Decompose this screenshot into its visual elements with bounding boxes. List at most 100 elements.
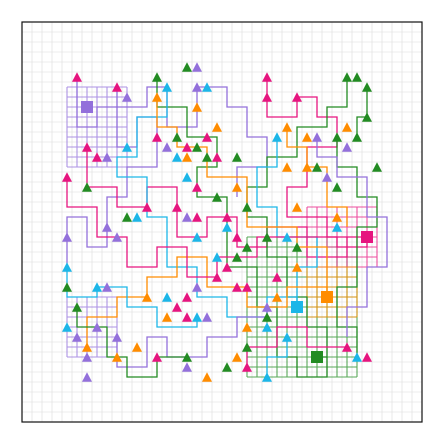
magenta-triangle-marker (232, 282, 242, 292)
green-triangle-marker (172, 132, 182, 142)
magenta-triangle-marker (242, 282, 252, 292)
green-triangle-marker (192, 142, 202, 152)
orange-triangle-marker (292, 202, 302, 212)
green-triangle-marker (292, 242, 302, 252)
board-border (21, 21, 423, 423)
purple-path (316, 137, 388, 337)
orange-triangle-marker (292, 262, 302, 272)
purple-triangle-marker (102, 222, 112, 232)
magenta-triangle-marker (112, 82, 122, 92)
purple-triangle-marker (322, 172, 332, 182)
magenta-triangle-marker (182, 312, 192, 322)
orange-path (156, 97, 328, 297)
orange-triangle-marker (302, 132, 312, 142)
magenta-triangle-marker (62, 172, 72, 182)
green-triangle-marker (232, 152, 242, 162)
green-hub-square (311, 351, 323, 363)
magenta-triangle-marker (152, 132, 162, 142)
cyan-triangle-marker (282, 232, 292, 242)
grid-lines (21, 21, 423, 423)
green-triangle-marker (352, 72, 362, 82)
magenta-triangle-marker (182, 142, 192, 152)
magenta-triangle-marker (82, 142, 92, 152)
cyan-triangle-marker (272, 132, 282, 142)
magenta-path (86, 147, 348, 258)
green-triangle-marker (262, 232, 272, 242)
green-triangle-marker (342, 72, 352, 82)
magenta-triangle-marker (272, 272, 282, 282)
green-triangle-marker (242, 202, 252, 212)
orange-path (86, 256, 328, 347)
green-triangle-marker (242, 242, 252, 252)
green-path (76, 307, 187, 378)
orange-triangle-marker (112, 352, 122, 362)
orange-triangle-marker (302, 162, 312, 172)
purple-triangle-marker (182, 212, 192, 222)
green-triangle-marker (262, 312, 272, 322)
orange-triangle-marker (82, 342, 92, 352)
cyan-path (256, 137, 318, 307)
cyan-triangle-marker (182, 172, 192, 182)
magenta-triangle-marker (212, 152, 222, 162)
cyan-triangle-marker (162, 82, 172, 92)
green-triangle-marker (362, 82, 372, 92)
green-triangle-marker (212, 192, 222, 202)
orange-triangle-marker (342, 122, 352, 132)
orange-triangle-marker (232, 352, 242, 362)
green-triangle-marker (62, 282, 72, 292)
green-triangle-marker (332, 182, 342, 192)
magenta-triangle-marker (152, 352, 162, 362)
orange-triangle-marker (142, 292, 152, 302)
cyan-triangle-marker (132, 212, 142, 222)
purple-triangle-marker (192, 62, 202, 72)
cyan-triangle-marker (332, 222, 342, 232)
purple-triangle-marker (162, 142, 172, 152)
purple-triangle-marker (82, 352, 92, 362)
magenta-triangle-marker (92, 152, 102, 162)
magenta-triangle-marker (232, 232, 242, 242)
purple-hub-square (81, 101, 93, 113)
magenta-triangle-marker (292, 92, 302, 102)
green-triangle-marker (182, 352, 192, 362)
purple-triangle-marker (192, 282, 202, 292)
purple-triangle-marker (62, 232, 72, 242)
magenta-triangle-marker (192, 182, 202, 192)
purple-triangle-marker (92, 322, 102, 332)
magenta-triangle-marker (212, 272, 222, 282)
magenta-triangle-marker (262, 72, 272, 82)
green-triangle-marker (152, 72, 162, 82)
green-triangle-marker (82, 182, 92, 192)
orange-triangle-marker (212, 122, 222, 132)
cyan-triangle-marker (262, 372, 272, 382)
green-triangle-marker (332, 132, 342, 142)
magenta-triangle-marker (142, 202, 152, 212)
magenta-triangle-marker (72, 72, 82, 82)
cyan-triangle-marker (62, 262, 72, 272)
green-triangle-marker (222, 362, 232, 372)
green-triangle-marker (232, 252, 242, 262)
purple-triangle-marker (342, 142, 352, 152)
purple-triangle-marker (82, 372, 92, 382)
purple-triangle-marker (112, 332, 122, 342)
orange-triangle-marker (282, 122, 292, 132)
orange-triangle-marker (272, 292, 282, 302)
purple-triangle-marker (192, 82, 202, 92)
magenta-triangle-marker (182, 292, 192, 302)
magenta-hub-square (361, 231, 373, 243)
green-path (156, 77, 328, 378)
green-triangle-marker (202, 152, 212, 162)
cyan-triangle-marker (352, 352, 362, 362)
purple-triangle-marker (112, 232, 122, 242)
purple-triangle-marker (182, 362, 192, 372)
green-triangle-marker (352, 132, 362, 142)
colored-paths (66, 77, 388, 378)
orange-triangle-marker (152, 92, 162, 102)
endpoint-markers (62, 62, 382, 382)
purple-triangle-marker (202, 312, 212, 322)
orange-hub-square (321, 291, 333, 303)
purple-path (116, 86, 268, 197)
orange-triangle-marker (182, 152, 192, 162)
green-triangle-marker (312, 162, 322, 172)
cyan-triangle-marker (262, 322, 272, 332)
